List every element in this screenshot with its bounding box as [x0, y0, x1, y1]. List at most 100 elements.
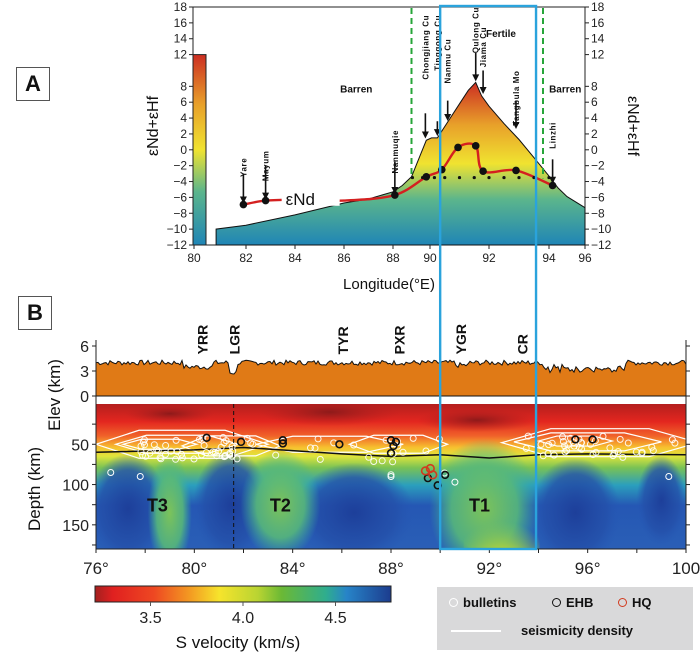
elev-tick-label: 6	[80, 339, 89, 356]
y-tick-label-right: 16	[591, 16, 605, 30]
bulletin-event	[545, 441, 553, 449]
panel-a-xlabel: Longitude(°E)	[343, 276, 435, 293]
arrow-down-icon	[549, 176, 557, 184]
legend-density: seismicity density	[451, 623, 633, 638]
x-tick-label: 96	[578, 251, 592, 265]
depth-tick-label: 100	[62, 478, 89, 495]
bulletin-event	[378, 457, 386, 465]
arrow-down-icon	[421, 131, 429, 139]
upper-crust-dark-zone	[417, 408, 538, 433]
panel-a-label: A	[16, 67, 50, 101]
y-tick-label-left: −8	[173, 206, 187, 220]
rift-label: YGR	[453, 324, 469, 354]
seismicity-density-contour	[513, 432, 662, 452]
y-tick-label-left: 14	[174, 32, 188, 46]
baseline-dot	[457, 175, 462, 180]
bulletin-event	[172, 436, 180, 444]
hq-event	[428, 470, 438, 480]
depth-axis-label: Depth (km)	[25, 447, 44, 531]
region-label: Barren	[340, 85, 372, 96]
ehb-event	[386, 448, 396, 458]
panel-a-ylabel-left: εNd+εHf	[145, 95, 162, 156]
y-tick-label-right: 18	[591, 0, 605, 14]
x-tick-label: 86	[337, 251, 351, 265]
seismicity-density-contour	[499, 428, 686, 458]
y-tick-label-right: 14	[591, 32, 605, 46]
panel-b-chart: 6 3 0 50 100 150 76° 80° 84° 88° 92° 96° 100 YRR LGR T…	[25, 324, 700, 578]
bulletin-event	[190, 455, 198, 463]
region-label: Fertile	[486, 29, 516, 40]
bulletin-event	[544, 450, 552, 457]
ehb-event	[236, 437, 246, 447]
bulletin-event	[172, 455, 180, 463]
arrow-down-icon	[479, 87, 487, 95]
velocity-colorbar: 3.5 4.0 4.5 S velocity (km/s)	[94, 585, 392, 652]
y-tick-label-left: 6	[180, 95, 187, 109]
bulletin-event	[139, 451, 146, 459]
bulletin-event	[228, 452, 236, 460]
bulletin-event	[649, 447, 657, 455]
bulletin-event	[228, 443, 236, 450]
bulletin-event	[619, 453, 627, 461]
ehb-event	[202, 433, 211, 443]
deposit-label: Chongjiang Cu	[421, 15, 430, 80]
bulletin-event	[575, 443, 583, 451]
upper-crust-dark-zone	[259, 404, 400, 427]
end-data-point	[512, 166, 520, 175]
legend-hq-label: HQ	[632, 595, 652, 610]
rift-label: PXR	[391, 326, 407, 355]
baseline-dot	[410, 175, 415, 180]
bulletin-event	[624, 439, 632, 447]
baseline-dot	[487, 175, 491, 180]
bulletin-event	[632, 448, 640, 456]
y-tick-label-right: 4	[591, 111, 598, 125]
lon-tick-label: 88°	[378, 559, 404, 578]
y-tick-label-right: −12	[591, 238, 612, 252]
bulletin-event	[537, 441, 545, 448]
bulletin-event	[307, 444, 314, 452]
bulletin-event	[522, 444, 530, 452]
y-tick-label-left: 4	[180, 111, 187, 125]
y-tick-label-left: −6	[173, 190, 187, 204]
x-tick-label: 90	[423, 251, 437, 265]
bulletin-event	[221, 452, 229, 459]
lon-tick-label: 100	[672, 559, 700, 578]
deposit-label: Qulong Cu	[472, 7, 481, 53]
y-tick-label-right: −8	[591, 206, 605, 220]
depth-tick-label: 50	[71, 437, 89, 454]
deposit-label: Jiama Cu	[479, 27, 488, 67]
y-tick-label-left: −10	[167, 222, 188, 236]
high-velocity-blob	[530, 457, 621, 549]
seismicity-density-contour	[255, 435, 404, 453]
topography-profile	[95, 359, 687, 397]
arrow-down-icon	[444, 114, 452, 122]
lon-tick-label: 80°	[181, 559, 207, 578]
envelope-area	[215, 81, 586, 246]
bulletin-event	[222, 437, 230, 445]
bulletin-event	[599, 432, 607, 440]
seismicity-density-contour	[96, 429, 271, 459]
bulletin-event	[215, 447, 223, 455]
rift-label: LGR	[227, 325, 243, 355]
ehb-event	[278, 439, 288, 448]
bulletin-event	[559, 433, 566, 441]
ehb-event	[335, 440, 344, 449]
legend-ehb: EHB	[552, 595, 593, 610]
lon-tick-label: 92°	[476, 559, 502, 578]
bulletin-event	[220, 439, 228, 447]
deposit-label: Nanmu Cu	[444, 39, 453, 84]
rift-label: TYR	[335, 326, 351, 354]
bulletin-event	[577, 439, 585, 447]
y-tick-label-right: −2	[591, 159, 605, 173]
seismicity-legend: bulletins EHB HQ seismicity density	[437, 587, 693, 650]
bulletin-event	[316, 455, 324, 463]
bulletin-event	[611, 449, 619, 457]
ehb-marker-icon	[552, 598, 561, 607]
deposit-label: Tinggong Cu	[433, 15, 442, 71]
bulletin-event	[213, 452, 221, 460]
bulletin-event	[137, 442, 145, 450]
bulletin-event	[614, 448, 622, 456]
end-data-point	[391, 191, 399, 199]
x-tick-label: 88	[386, 251, 400, 265]
